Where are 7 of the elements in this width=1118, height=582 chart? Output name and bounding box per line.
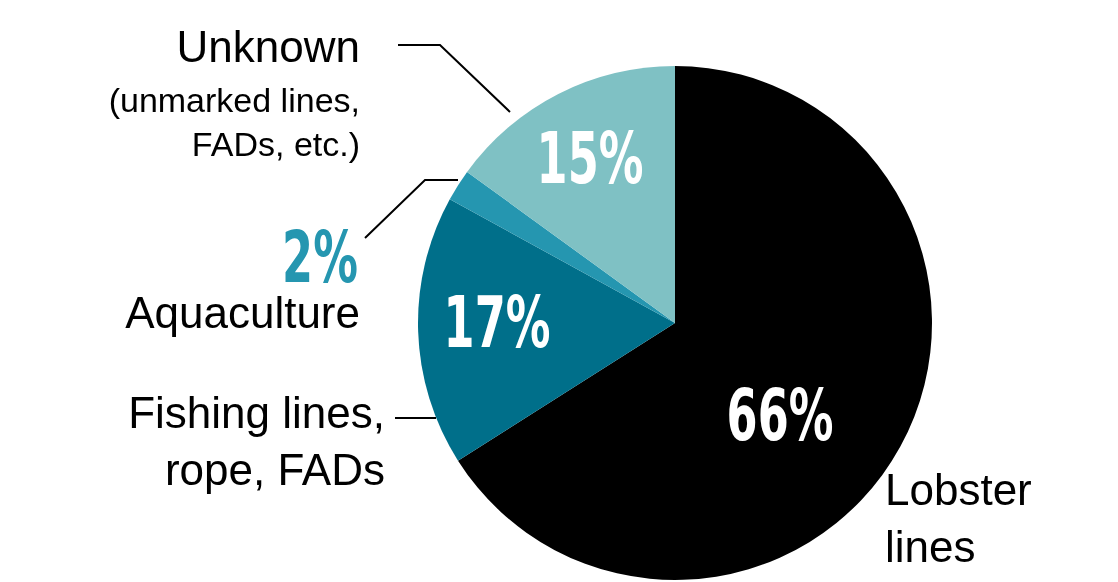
- slice-label: Fishing lines, rope, FADs: [128, 388, 385, 495]
- data-label: 66%: [726, 372, 834, 457]
- data-label: 17%: [443, 279, 551, 364]
- slice-label: Unknown (unmarked lines, FADs, etc.): [108, 22, 360, 164]
- pie-slice: [418, 199, 675, 461]
- data-label: 15%: [536, 115, 644, 200]
- slice-label: Lobster lines: [885, 465, 1032, 572]
